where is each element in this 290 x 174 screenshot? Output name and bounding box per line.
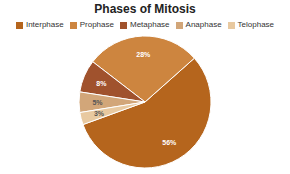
html-text:Interphase: Interphase	[25, 20, 64, 29]
svg-text:5%: 5%	[92, 99, 103, 106]
svg-text:8%: 8%	[96, 80, 107, 87]
html-text:Phases of Mitosis: Phases of Mitosis	[94, 2, 196, 16]
svg-text:56%: 56%	[162, 139, 177, 146]
html-text:Telophase: Telophase	[237, 20, 275, 29]
svg-text:28%: 28%	[136, 51, 151, 58]
svg-text:3%: 3%	[94, 110, 105, 117]
html-text:Prophase: Prophase	[79, 20, 114, 29]
html-text:Anaphase: Anaphase	[185, 20, 222, 29]
html-text:Metaphase: Metaphase	[130, 20, 170, 29]
